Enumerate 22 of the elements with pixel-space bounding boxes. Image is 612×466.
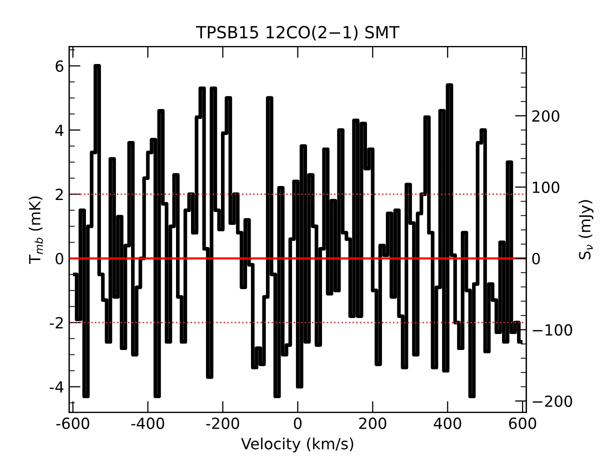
y-tick-label: 4 [55, 124, 64, 136]
chart-title: TPSB15 12CO(2−1) SMT [196, 26, 400, 40]
x-tick-label: 400 [434, 418, 462, 430]
x-tick-label: 600 [509, 418, 536, 430]
y-tick-label: -2 [50, 317, 63, 328]
y2-axis-title: S$_{ν}$ (mJy) [578, 200, 594, 260]
x-tick-label: -600 [56, 418, 90, 430]
y2-tick-label: −200 [532, 395, 572, 408]
x-axis-title: Velocity (km/s) [241, 438, 354, 452]
y-tick-label: 2 [56, 188, 63, 200]
y2-tick-label: −100 [532, 324, 572, 336]
y2-tick-label: 100 [532, 182, 560, 194]
x-tick-label: -200 [206, 418, 240, 430]
y2-tick-label: 0 [532, 252, 540, 264]
x-tick-label: 0 [294, 418, 302, 430]
y-tick-label: 0 [56, 252, 64, 264]
x-tick-label: 200 [359, 418, 386, 430]
y-axis-title: T$_{mb}$ (mK) [28, 196, 43, 264]
x-tick-label: -400 [131, 418, 164, 430]
y-tick-label: 6 [56, 60, 64, 72]
y2-tick-label: 200 [532, 110, 560, 122]
y-tick-label: -4 [50, 381, 64, 393]
